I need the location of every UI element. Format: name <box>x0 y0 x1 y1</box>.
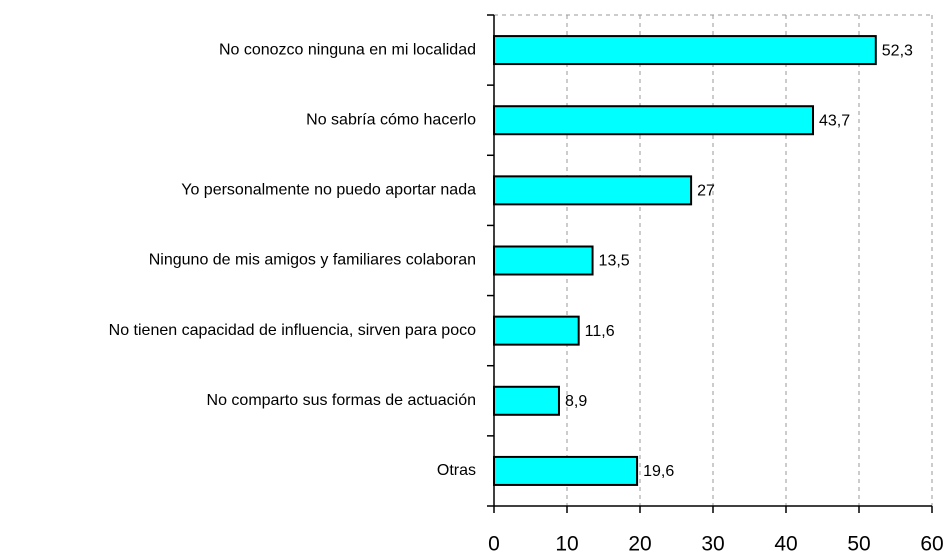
x-tick-label: 60 <box>920 533 943 556</box>
value-label: 27 <box>697 183 715 200</box>
category-label: Yo personalmente no puedo aportar nada <box>181 182 476 199</box>
bar <box>493 35 877 66</box>
value-label: 52,3 <box>882 42 913 59</box>
value-label: 11,6 <box>585 323 615 340</box>
value-label: 43,7 <box>819 112 850 129</box>
value-label: 19,6 <box>643 463 674 480</box>
x-tick-label: 50 <box>847 533 870 556</box>
x-tick-label: 0 <box>488 533 500 556</box>
bar <box>493 385 560 416</box>
category-label: Ninguno de mis amigos y familiares colab… <box>149 252 476 269</box>
bar <box>493 105 815 136</box>
value-label: 13,5 <box>599 253 630 270</box>
bar <box>493 175 693 206</box>
bar <box>493 315 580 346</box>
bar <box>493 455 639 486</box>
x-tick-label: 10 <box>555 533 578 556</box>
bar <box>493 245 594 276</box>
x-tick-label: 40 <box>774 533 797 556</box>
category-label: No tienen capacidad de influencia, sirve… <box>109 322 476 339</box>
category-label: No conozco ninguna en mi localidad <box>219 41 476 58</box>
x-tick-label: 30 <box>701 533 724 556</box>
x-tick-label: 20 <box>628 533 651 556</box>
category-label: Otras <box>437 462 476 479</box>
value-label: 8,9 <box>565 393 587 410</box>
category-label: No sabría cómo hacerlo <box>306 111 476 128</box>
category-label: No comparto sus formas de actuación <box>207 392 476 409</box>
